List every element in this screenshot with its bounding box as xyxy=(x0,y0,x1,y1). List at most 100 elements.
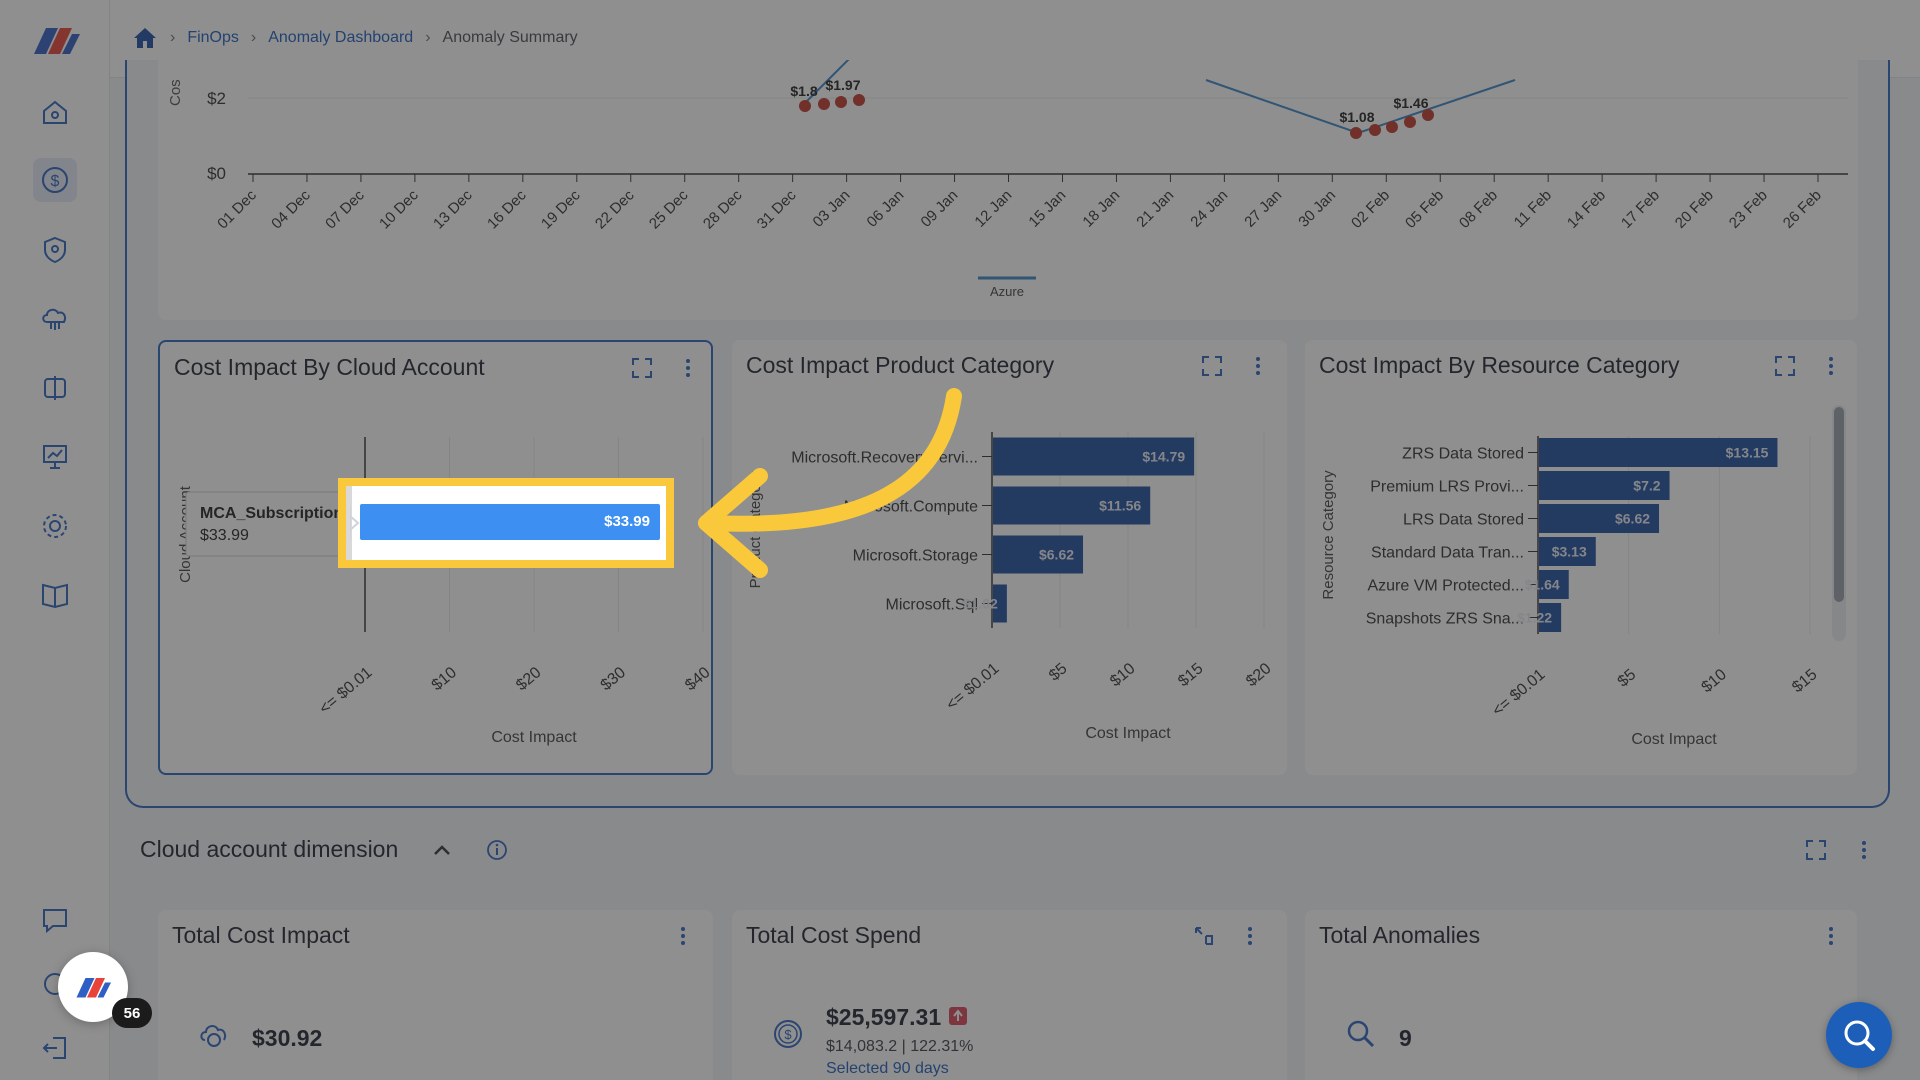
tooltip-pointer xyxy=(350,506,360,540)
presentation-chart-icon xyxy=(43,445,67,469)
section-title: Cloud account dimension xyxy=(140,836,399,862)
highlighted-bar-callout: $33.99 xyxy=(338,478,674,568)
cost-impact-by-resource-category-card: Cost Impact By Resource Category <= $0.0… xyxy=(1305,340,1857,775)
total-anomalies-value: 9 xyxy=(1399,1025,1412,1051)
total-cost-impact-value: $30.92 xyxy=(252,1025,323,1051)
data-point[interactable] xyxy=(1404,116,1416,128)
data-label: $1.46 xyxy=(1393,95,1428,111)
breadcrumb-anomaly-dashboard[interactable]: Anomaly Dashboard xyxy=(268,29,414,46)
info-icon[interactable] xyxy=(486,839,508,861)
expand-icon[interactable] xyxy=(1200,354,1224,378)
y-tick: $2 xyxy=(207,89,226,108)
x-axis-label: Cost Impact xyxy=(1085,725,1171,742)
more-vertical-icon[interactable] xyxy=(671,924,695,948)
x-tick-label: 18 Jan xyxy=(1079,187,1123,231)
sidebar-item-home[interactable] xyxy=(33,90,77,134)
chart-tooltip xyxy=(185,491,352,557)
tooltip-name: MCA_Subscription xyxy=(200,505,343,522)
x-tick-label: 05 Feb xyxy=(1402,187,1447,232)
x-tick-label: 22 Dec xyxy=(592,186,638,232)
bar-value-label: $3.13 xyxy=(1552,544,1587,560)
y-tick-label: ZRS Data Stored xyxy=(1402,446,1524,463)
more-vertical-icon[interactable] xyxy=(1852,838,1876,862)
scrollbar-thumb[interactable] xyxy=(1834,407,1844,602)
data-point[interactable] xyxy=(853,94,865,106)
sidebar-item-reports[interactable] xyxy=(33,434,77,478)
data-point[interactable] xyxy=(799,100,811,112)
data-point[interactable] xyxy=(1386,121,1398,133)
chevron-right-icon: › xyxy=(425,29,431,46)
x-tick-label: 24 Jan xyxy=(1187,187,1231,231)
x-tick-label: 04 Dec xyxy=(268,186,314,232)
series-line-azure xyxy=(1205,79,1516,135)
cost-trend-chart: Cos $2 $0 01 Dec 04 Dec 07 Dec 10 Dec 13 Dec… xyxy=(167,49,1848,299)
x-tick-label: $10 xyxy=(429,664,460,694)
data-point[interactable] xyxy=(1369,124,1381,136)
expand-icon[interactable] xyxy=(630,356,654,380)
bar-value-label: $6.62 xyxy=(1039,547,1074,563)
sidebar-item-security[interactable] xyxy=(33,228,77,272)
sidebar-item-docs[interactable] xyxy=(33,572,77,616)
x-tick-label: $5 xyxy=(1046,660,1071,685)
sidebar-item-logout[interactable] xyxy=(33,1026,77,1070)
x-tick-label: $15 xyxy=(1175,660,1206,690)
more-vertical-icon[interactable] xyxy=(1238,924,1262,948)
total-cost-impact-card: Total Cost Impact $30.92 xyxy=(158,910,713,1080)
x-tick-label: $15 xyxy=(1789,666,1820,696)
bar-value-label: $11.56 xyxy=(1099,498,1141,514)
sidebar-item-settings[interactable] xyxy=(33,504,77,548)
app-logo[interactable] xyxy=(28,20,84,60)
selected-period-link[interactable]: Selected 90 days xyxy=(826,1060,949,1077)
more-vertical-icon[interactable] xyxy=(1819,354,1843,378)
legend-item-azure[interactable]: Azure xyxy=(990,284,1024,299)
x-tick-label: 08 Feb xyxy=(1456,187,1501,232)
chevron-right-icon: › xyxy=(250,29,257,46)
drill-down-icon[interactable] xyxy=(1192,924,1216,948)
resource-category-bar-chart: <= $0.01 $5 $10 $15 ZRS Data Stored $13.15 Pre… xyxy=(1320,436,1821,748)
y-tick: $0 xyxy=(207,164,226,183)
sidebar-item-finops[interactable]: $ xyxy=(33,158,77,202)
x-tick-label: $30 xyxy=(598,664,629,694)
x-tick-label: 17 Feb xyxy=(1618,187,1663,232)
breadcrumb: › FinOps › Anomaly Dashboard › Anomaly S… xyxy=(132,26,578,50)
x-tick-label: $20 xyxy=(513,664,544,694)
card-title: Cost Impact Product Category xyxy=(746,352,1055,378)
notification-count-badge: 56 xyxy=(112,998,152,1028)
data-point[interactable] xyxy=(835,96,847,108)
bar-value-label: $14.79 xyxy=(1142,449,1185,465)
expand-icon[interactable] xyxy=(1804,838,1828,862)
scrollbar-track[interactable] xyxy=(1832,405,1846,641)
bar-value-label: $1.64 xyxy=(1525,577,1560,593)
data-point[interactable] xyxy=(818,98,830,110)
x-tick-label: 13 Dec xyxy=(430,186,476,232)
bar-mca-subscription-highlight[interactable]: $33.99 xyxy=(360,504,660,540)
home-icon[interactable] xyxy=(132,26,158,50)
bar-value-label: $1.22 xyxy=(1517,610,1552,626)
search-assistant-button[interactable] xyxy=(1826,1002,1892,1068)
section-actions xyxy=(1804,838,1876,862)
x-tick-label: 06 Jan xyxy=(864,187,908,231)
x-tick-label: 01 Dec xyxy=(214,186,260,232)
x-tick-label: 21 Jan xyxy=(1133,187,1177,231)
sidebar-item-chat[interactable] xyxy=(33,898,77,942)
more-vertical-icon[interactable] xyxy=(676,356,700,380)
gear-icon xyxy=(43,514,67,538)
sidebar-item-compare[interactable] xyxy=(33,366,77,410)
compare-icon xyxy=(44,376,66,400)
sidebar-item-cloud[interactable] xyxy=(33,296,77,340)
expand-icon[interactable] xyxy=(1773,354,1797,378)
total-cost-spend-value: $25,597.31 xyxy=(826,1004,942,1030)
total-cost-spend-card: Total Cost Spend $ $25,597.31 $14,083.2 … xyxy=(732,910,1287,1080)
breadcrumb-finops[interactable]: FinOps xyxy=(187,29,239,46)
home-icon xyxy=(43,100,67,124)
data-point[interactable] xyxy=(1350,127,1362,139)
more-vertical-icon[interactable] xyxy=(1246,354,1270,378)
x-tick-label: 03 Jan xyxy=(810,187,854,231)
x-tick-label: 12 Jan xyxy=(971,187,1015,231)
cost-trend-card: Cos $2 $0 01 Dec 04 Dec 07 Dec 10 Dec 13 Dec… xyxy=(158,49,1858,320)
chevron-up-icon[interactable] xyxy=(432,843,452,857)
data-label: $1.08 xyxy=(1339,109,1374,125)
x-tick-label: 09 Jan xyxy=(918,187,962,231)
axis-line xyxy=(346,486,352,560)
more-vertical-icon[interactable] xyxy=(1819,924,1843,948)
